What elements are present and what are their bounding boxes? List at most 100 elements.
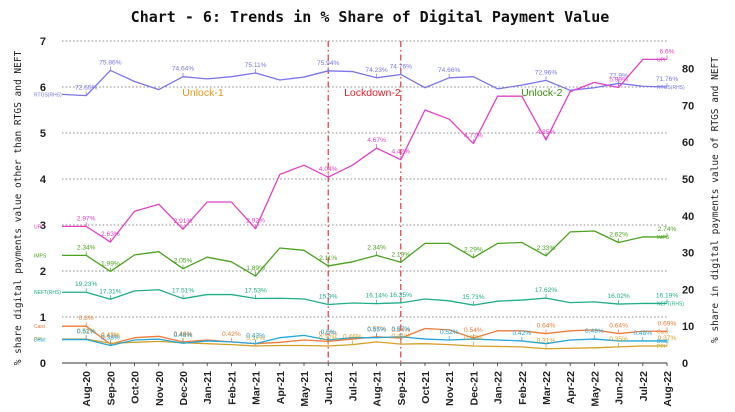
period-annotation: Unlock-2 [521, 87, 563, 99]
x-tick-label: Oct-21 [420, 371, 432, 404]
data-label: 17.31% [99, 288, 122, 295]
data-label: 75.94% [317, 60, 340, 67]
data-label: 0.42% [512, 330, 531, 337]
data-label: 0.52% [77, 328, 96, 335]
data-label: 0.69% [658, 320, 677, 327]
y2-tick-label: 20 [682, 284, 694, 296]
data-label: 0.47% [319, 330, 338, 337]
data-label: 74.66% [438, 67, 461, 74]
series-end-label: UPI [657, 57, 665, 63]
series-lines [61, 58, 668, 350]
y-tick-label: 1 [40, 312, 46, 324]
data-label: 2.29% [464, 247, 483, 254]
data-labels: 72.65% 75.86% 74.64% 75.11% 75.94% 74.23% 74.7… [34, 48, 685, 350]
data-label: 0.64% [537, 323, 556, 330]
data-label: 0.37% [658, 335, 677, 342]
data-label: 2.74% [658, 226, 677, 233]
x-tick-label: Jul-21 [347, 371, 359, 402]
y2-tick-label: 80 [682, 64, 694, 76]
data-label: 0.35% [609, 336, 628, 343]
data-label: 0.43% [174, 332, 193, 339]
y-tick-label: 2 [40, 266, 46, 278]
y2-tick-label: 70 [682, 100, 694, 112]
series-end-label: IMPS [657, 235, 670, 241]
x-tick-label: Feb-21 [226, 371, 238, 405]
x-tick-label: Nov-20 [154, 371, 166, 406]
x-tick-label: Dec-21 [468, 371, 480, 406]
data-label: 1.99% [101, 260, 120, 267]
data-label: 4.77% [464, 133, 483, 140]
series-start-label: Card [34, 324, 45, 330]
data-label: 0.44% [174, 332, 193, 339]
y2-axis-title: % share in digital payments value of RTG… [710, 57, 721, 343]
series-line-upi [62, 58, 667, 243]
data-label: 2.33% [537, 245, 556, 252]
x-tick-label: Sep-21 [396, 371, 408, 406]
data-label: 2.19% [391, 251, 410, 258]
data-label: 0.48% [633, 330, 652, 337]
series-line-ppi [62, 338, 667, 350]
y-tick-label: 5 [40, 128, 46, 140]
data-label: 0.57% [367, 326, 386, 333]
x-tick-label: Apr-21 [275, 371, 287, 404]
x-tick-label: May-22 [589, 371, 601, 407]
data-label: 15.73% [462, 294, 485, 301]
x-tick-label: Mar-21 [251, 371, 263, 405]
x-tick-label: Jun-21 [323, 371, 335, 405]
y2-tick-label: 40 [682, 211, 694, 223]
data-label: 17.53% [244, 287, 267, 294]
data-label: 72.65% [75, 85, 98, 92]
series-line-rtgs-rhs- [61, 69, 668, 97]
series-line-neft-rhs- [62, 289, 667, 306]
series-end-label: RTGS(RHS) [657, 85, 685, 91]
series-end-label: NEFT(RHS) [657, 301, 684, 307]
data-label: 0.5% [321, 329, 336, 336]
x-tick-label: Nov-21 [444, 371, 456, 406]
data-label: 0.41% [101, 333, 120, 340]
data-label: 71.76% [656, 76, 679, 83]
x-tick-label: Aug-22 [662, 371, 674, 407]
period-annotations: Unlock-1 Lockdown-2 Unlock-2 [182, 87, 562, 99]
data-label: 0.52% [440, 329, 459, 336]
data-label: 4.04% [319, 166, 338, 173]
data-label: 2.05% [174, 258, 193, 265]
data-label: 2.11% [319, 255, 337, 262]
x-tick-label: Sep-20 [105, 371, 117, 406]
data-label: 16.19% [656, 292, 679, 299]
period-annotation: Unlock-1 [182, 87, 224, 99]
series-start-label: RTGS(RHS) [34, 92, 62, 98]
data-label: 0.42% [246, 333, 265, 340]
data-label: 0.51% [77, 329, 96, 336]
data-label: 72.9% [609, 72, 628, 79]
x-tick-label: Feb-22 [517, 371, 529, 405]
y-axis-title: % share digital payments value other tha… [13, 50, 24, 365]
series-start-label: IMPS [34, 253, 47, 259]
data-label: 2.92% [246, 218, 265, 225]
data-label: 0.8% [79, 315, 94, 322]
series-start-label: PPI [34, 337, 42, 343]
data-label: 17.51% [172, 288, 195, 295]
y2-tick-label: 0 [682, 358, 688, 370]
data-label: 75.11% [245, 62, 267, 69]
data-label: 2.63% [101, 231, 120, 238]
data-label: 0.57% [391, 326, 410, 333]
y-tick-label: 6 [40, 82, 46, 94]
data-label: 2.34% [77, 244, 96, 251]
series-start-label: Debit [34, 338, 46, 344]
series-start-label: UPI [34, 224, 42, 230]
x-tick-label: Dec-20 [178, 371, 190, 406]
x-tick-label: May-21 [299, 371, 311, 407]
data-label: 0.37% [464, 335, 483, 342]
data-label: 0.31% [537, 338, 556, 345]
data-label: 0.43% [101, 332, 120, 339]
series-line-imps [62, 230, 667, 277]
x-tick-label: Jun-22 [614, 371, 626, 405]
x-tick-label: Mar-22 [541, 371, 553, 405]
series-start-label: NEFT(RHS) [34, 290, 61, 296]
x-tick-label: Jan-21 [202, 371, 214, 404]
chart-title: Chart - 6: Trends in % Share of Digital … [131, 8, 610, 26]
data-label: 0.55% [367, 327, 386, 334]
x-tick-label: Jan-22 [493, 371, 505, 404]
y2-tick-label: 30 [682, 248, 694, 260]
data-label: 2.91% [174, 218, 193, 225]
